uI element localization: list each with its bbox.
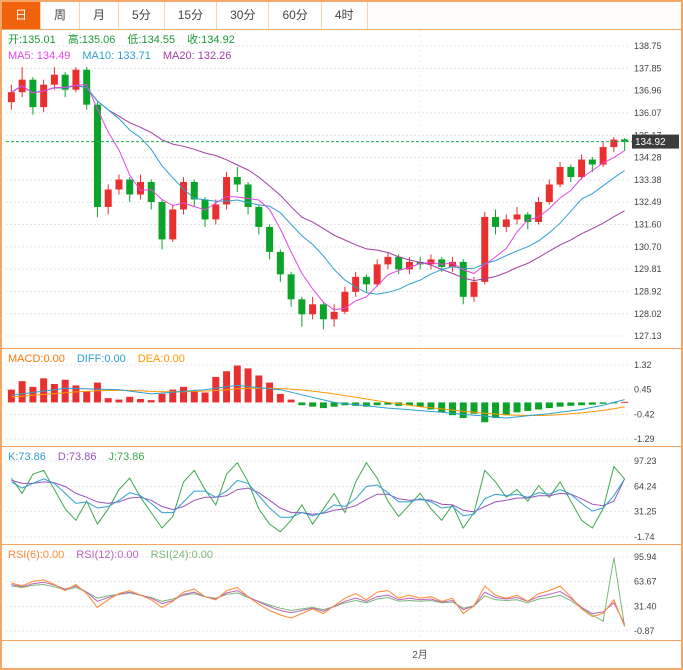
time-axis: 2月 — [2, 640, 681, 668]
svg-text:136.96: 136.96 — [634, 86, 662, 96]
rsi24-value: RSI(24):0.00 — [150, 549, 213, 561]
rsi12-value: RSI(12):0.00 — [76, 549, 139, 561]
svg-text:-1.74: -1.74 — [634, 532, 655, 542]
svg-text:0.45: 0.45 — [634, 385, 652, 395]
svg-text:130.70: 130.70 — [634, 242, 662, 252]
svg-text:31.25: 31.25 — [634, 507, 657, 517]
svg-text:64.24: 64.24 — [634, 481, 657, 491]
svg-text:134.92: 134.92 — [635, 137, 666, 148]
rsi6-value: RSI(6):0.00 — [8, 549, 65, 561]
price-panel: 开:135.01 高:135.06 低:134.55 收:134.92 MA5: 13… — [2, 30, 681, 348]
svg-text:129.81: 129.81 — [634, 264, 662, 274]
interval-tabbar: 日 周 月 5分 15分 30分 60分 4时 — [2, 2, 681, 30]
tab-day[interactable]: 日 — [2, 2, 42, 29]
kdj-legend: K:73.86 D:73.86 J:73.86 — [8, 449, 157, 465]
ohlc-high: 高:135.06 — [67, 34, 116, 46]
j-value: J:73.86 — [108, 451, 145, 463]
tab-60min[interactable]: 60分 — [269, 2, 322, 29]
rsi-legend: RSI(6):0.00 RSI(12):0.00 RSI(24):0.00 — [8, 547, 225, 563]
macd-panel: MACD:0.00 DIFF:0.00 DEA:0.00 1.32 0.45 -0.42… — [2, 348, 681, 446]
d-value: D:73.86 — [57, 451, 97, 463]
rsi-panel: RSI(6):0.00 RSI(12):0.00 RSI(24):0.00 95.9… — [2, 544, 681, 640]
svg-text:97.23: 97.23 — [634, 456, 657, 466]
tab-15min[interactable]: 15分 — [164, 2, 218, 29]
svg-text:131.60: 131.60 — [634, 219, 662, 229]
svg-text:-1.29: -1.29 — [634, 434, 655, 444]
svg-text:132.49: 132.49 — [634, 197, 662, 207]
svg-text:-0.87: -0.87 — [634, 626, 655, 636]
ma10-legend: MA10: 133.71 — [82, 50, 151, 62]
svg-text:127.13: 127.13 — [634, 331, 662, 341]
ma20-legend: MA20: 132.26 — [162, 50, 232, 62]
svg-text:134.28: 134.28 — [634, 153, 662, 163]
svg-text:138.75: 138.75 — [634, 41, 662, 51]
month-label: 2月 — [412, 650, 428, 661]
svg-text:133.38: 133.38 — [634, 175, 662, 185]
price-legend: 开:135.01 高:135.06 低:134.55 收:134.92 MA5: 13… — [8, 32, 247, 64]
tab-month[interactable]: 月 — [80, 2, 120, 29]
ma5-legend: MA5: 134.49 — [8, 50, 71, 62]
diff-value: DIFF:0.00 — [76, 353, 126, 365]
svg-text:95.94: 95.94 — [634, 552, 657, 562]
tab-week[interactable]: 周 — [41, 2, 81, 29]
dea-value: DEA:0.00 — [137, 353, 185, 365]
macd-value: MACD:0.00 — [8, 353, 65, 365]
kdj-chart-canvas[interactable]: 97.23 64.24 31.25 -1.74 — [2, 447, 681, 544]
svg-text:-0.42: -0.42 — [634, 409, 655, 419]
macd-chart-canvas[interactable]: 1.32 0.45 -0.42 -1.29 — [2, 349, 681, 446]
svg-text:1.32: 1.32 — [634, 360, 652, 370]
tab-30min[interactable]: 30分 — [217, 2, 270, 29]
k-value: K:73.86 — [8, 451, 46, 463]
svg-text:128.92: 128.92 — [634, 286, 662, 296]
tab-5min[interactable]: 5分 — [119, 2, 165, 29]
svg-text:128.02: 128.02 — [634, 309, 662, 319]
price-chart-canvas[interactable]: 138.75137.85136.96136.07135.17134.28133.… — [2, 30, 681, 348]
ohlc-close: 收:134.92 — [187, 34, 235, 46]
svg-text:137.85: 137.85 — [634, 63, 662, 73]
ohlc-low: 低:134.55 — [127, 34, 176, 46]
macd-legend: MACD:0.00 DIFF:0.00 DEA:0.00 — [8, 351, 197, 367]
ohlc-open: 开:135.01 — [8, 34, 56, 46]
tab-4hour[interactable]: 4时 — [321, 2, 368, 29]
svg-text:136.07: 136.07 — [634, 108, 662, 118]
rsi-chart-canvas[interactable]: 95.94 63.67 31.40 -0.87 — [2, 545, 681, 640]
kdj-panel: K:73.86 D:73.86 J:73.86 97.23 64.24 31.25 -1.… — [2, 446, 681, 544]
svg-text:63.67: 63.67 — [634, 577, 657, 587]
svg-text:31.40: 31.40 — [634, 601, 657, 611]
